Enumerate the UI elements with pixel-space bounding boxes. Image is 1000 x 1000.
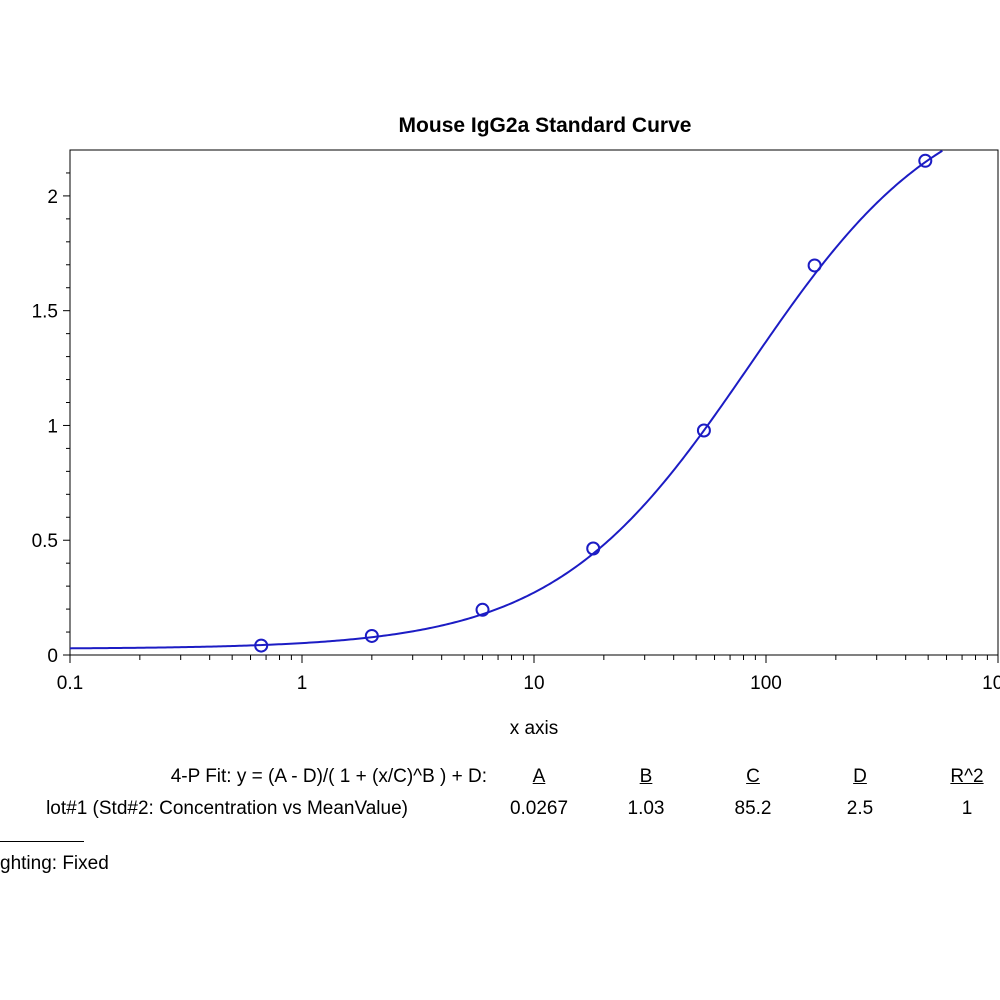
- y-tick-label: 0: [47, 646, 58, 667]
- y-tick-label: 2: [47, 187, 58, 208]
- fit-curve-line: [69, 149, 943, 650]
- y-tick-label: 1.5: [32, 302, 58, 323]
- data-point: [586, 541, 601, 556]
- x-tick-label: 0.1: [57, 673, 83, 694]
- data-point: [364, 628, 379, 643]
- x-axis: 0.1 1 10 100 100: [57, 655, 1000, 694]
- data-point: [918, 153, 933, 168]
- fit-curve-layer: [69, 149, 943, 650]
- chart-title: Mouse IgG2a Standard Curve: [399, 114, 692, 137]
- data-point: [807, 258, 822, 273]
- y-tick-label: 1: [47, 416, 58, 437]
- x-tick-label: 100: [750, 673, 782, 694]
- data-point: [475, 602, 490, 617]
- data-point: [696, 423, 711, 438]
- x-axis-label: x axis: [510, 718, 559, 739]
- plot-frame: [69, 149, 999, 656]
- x-tick-label: 10: [523, 673, 544, 694]
- data-point: [254, 638, 269, 653]
- x-tick-label: 1: [297, 673, 308, 694]
- x-tick-label: 100: [982, 673, 1000, 694]
- y-tick-label: 0.5: [32, 531, 58, 552]
- y-axis: 0 0.5 1 1.5 2: [32, 172, 70, 667]
- data-point-layer: [254, 153, 933, 653]
